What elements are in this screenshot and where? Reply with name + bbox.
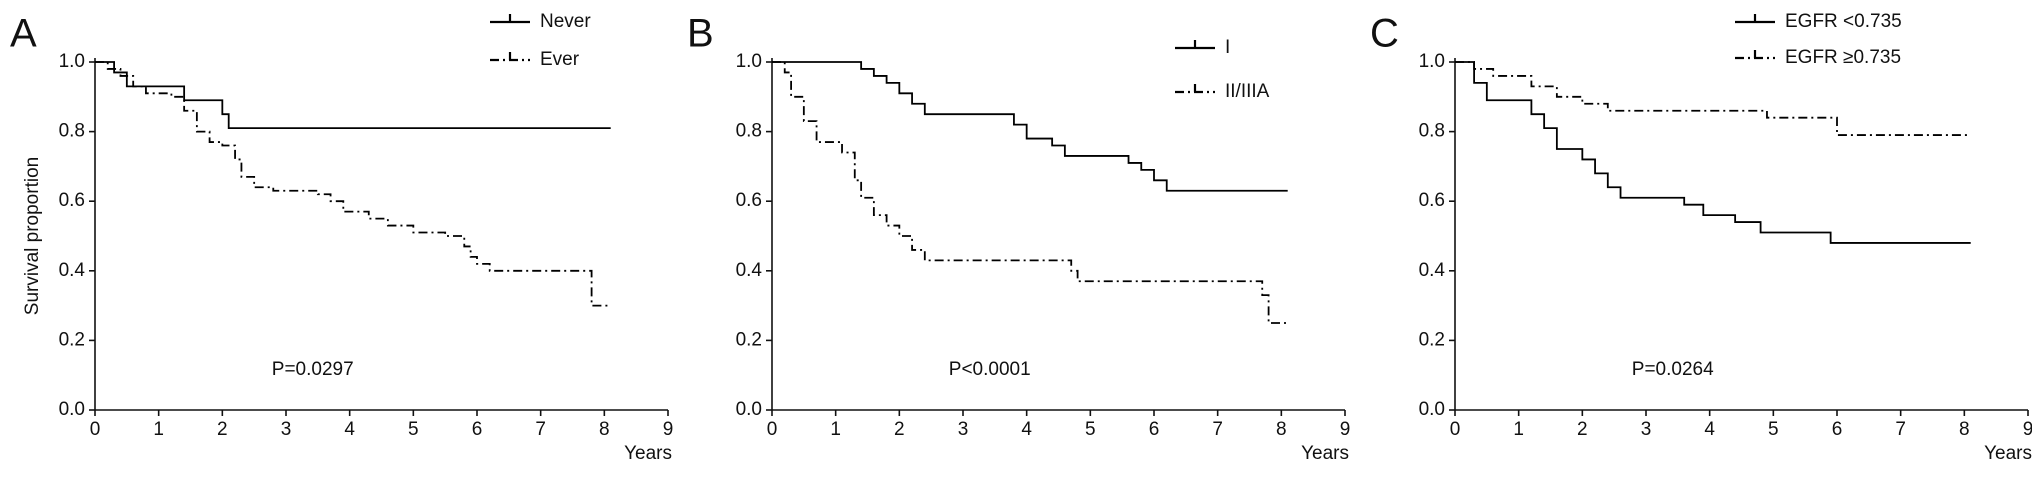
x-tick-label: 2 (217, 419, 228, 440)
x-tick-label: 1 (153, 419, 164, 440)
x-tick-label: 1 (1513, 419, 1524, 440)
x-axis-label: Years (1984, 443, 2032, 464)
x-tick-label: 2 (894, 419, 905, 440)
x-tick-label: 3 (1641, 419, 1652, 440)
x-tick-label: 7 (1212, 419, 1223, 440)
legend-label: I (1225, 37, 1230, 58)
y-tick-label: 0.6 (736, 190, 762, 211)
y-tick-label: 1.0 (736, 51, 762, 72)
survival-curve (95, 61, 611, 307)
p-value: P<0.0001 (949, 359, 1031, 380)
x-tick-label: 6 (1149, 419, 1160, 440)
panel-letter: C (1370, 12, 1399, 56)
x-tick-label: 4 (1704, 419, 1715, 440)
x-tick-label: 2 (1577, 419, 1588, 440)
panel-letter: B (687, 12, 714, 56)
p-value: P=0.0264 (1632, 359, 1714, 380)
x-tick-label: 8 (599, 419, 610, 440)
x-tick-label: 5 (1085, 419, 1096, 440)
survival-curve (772, 61, 1288, 324)
x-tick-label: 7 (535, 419, 546, 440)
x-tick-label: 4 (1021, 419, 1032, 440)
survival-curve (1455, 61, 1971, 244)
survival-curve (1455, 61, 1971, 136)
y-tick-label: 0.6 (59, 190, 85, 211)
x-tick-label: 0 (1450, 419, 1461, 440)
y-tick-label: 0.0 (1419, 399, 1445, 420)
legend-label: EGFR ≥0.735 (1785, 47, 1901, 68)
y-tick-label: 0.2 (1419, 329, 1445, 350)
x-axis-label: Years (1301, 443, 1349, 464)
survival-curve (772, 61, 1288, 192)
y-tick-label: 1.0 (1419, 51, 1445, 72)
x-tick-label: 1 (830, 419, 841, 440)
y-tick-label: 1.0 (59, 51, 85, 72)
x-tick-label: 9 (2023, 419, 2032, 440)
x-tick-label: 8 (1276, 419, 1287, 440)
x-tick-label: 0 (90, 419, 101, 440)
x-axis-label: Years (624, 443, 672, 464)
panel-letter: A (10, 12, 37, 56)
y-tick-label: 0.4 (59, 260, 86, 281)
y-tick-label: 0.4 (736, 260, 763, 281)
y-tick-label: 0.0 (59, 399, 85, 420)
legend-label: II/IIIA (1225, 81, 1270, 102)
p-value: P=0.0297 (272, 359, 354, 380)
x-tick-label: 9 (663, 419, 674, 440)
survival-curve (95, 61, 611, 130)
y-tick-label: 0.0 (736, 399, 762, 420)
x-tick-label: 5 (1768, 419, 1779, 440)
x-tick-label: 9 (1340, 419, 1351, 440)
y-tick-label: 0.2 (736, 329, 762, 350)
legend-label: Never (540, 11, 591, 32)
x-tick-label: 3 (281, 419, 292, 440)
y-tick-label: 0.8 (59, 121, 85, 142)
legend-label: EGFR <0.735 (1785, 11, 1902, 32)
x-tick-label: 7 (1895, 419, 1906, 440)
y-tick-label: 0.4 (1419, 260, 1446, 281)
x-tick-label: 3 (958, 419, 969, 440)
legend-label: Ever (540, 49, 580, 70)
x-tick-label: 5 (408, 419, 419, 440)
x-tick-label: 4 (344, 419, 355, 440)
x-tick-label: 6 (472, 419, 483, 440)
y-tick-label: 0.8 (736, 121, 762, 142)
y-tick-label: 0.8 (1419, 121, 1445, 142)
x-tick-label: 0 (767, 419, 778, 440)
x-tick-label: 6 (1832, 419, 1843, 440)
x-tick-label: 8 (1959, 419, 1970, 440)
y-tick-label: 0.2 (59, 329, 85, 350)
y-axis-label: Survival proportion (22, 157, 43, 315)
y-tick-label: 0.6 (1419, 190, 1445, 211)
